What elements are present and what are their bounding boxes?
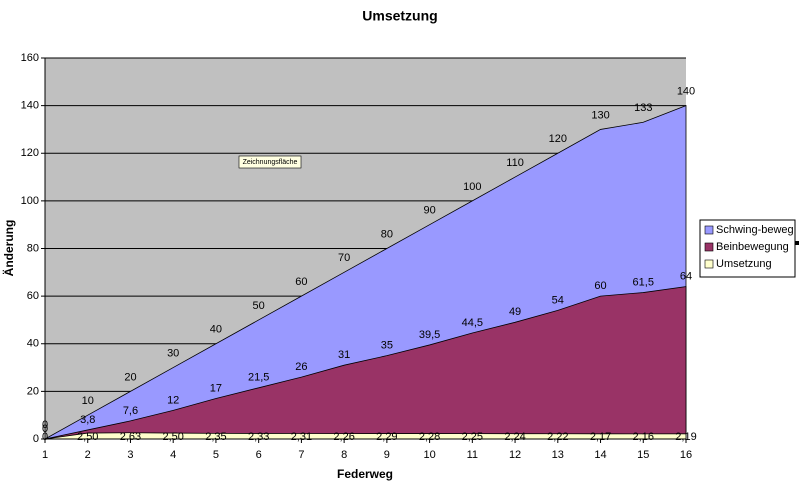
data-label: 7,6 <box>123 405 138 417</box>
data-label: 100 <box>463 181 481 193</box>
data-label: 2,50 <box>77 431 98 443</box>
legend-label: Beinbewegung <box>716 241 789 253</box>
x-tick-label: 6 <box>256 449 262 461</box>
x-tick-label: 5 <box>213 449 219 461</box>
data-label: 54 <box>552 294 564 306</box>
x-tick-label: 15 <box>637 449 649 461</box>
data-label: 140 <box>677 86 695 98</box>
x-tick-label: 10 <box>423 449 435 461</box>
data-label: 21,5 <box>248 372 269 384</box>
data-label: 120 <box>549 133 567 145</box>
data-label: 40 <box>210 324 222 336</box>
data-label: 26 <box>295 361 307 373</box>
data-label: 110 <box>506 157 524 169</box>
data-label: 2,25 <box>462 431 483 443</box>
data-label: 0 <box>42 419 48 431</box>
marker <box>795 241 799 245</box>
data-label: 64 <box>680 271 692 283</box>
y-tick-label: 100 <box>21 195 39 207</box>
data-label: 44,5 <box>462 317 483 329</box>
data-label: 0 <box>42 423 48 435</box>
data-label: 70 <box>338 252 350 264</box>
x-tick-label: 8 <box>341 449 347 461</box>
x-tick-label: 1 <box>42 449 48 461</box>
x-tick-label: 14 <box>594 449 606 461</box>
legend-swatch <box>704 242 714 252</box>
x-tick-label: 7 <box>298 449 304 461</box>
x-axis-label: Federweg <box>337 467 393 481</box>
y-tick-label: 80 <box>27 242 39 254</box>
data-label: 2,50 <box>162 431 183 443</box>
data-label: 2,31 <box>291 431 312 443</box>
data-label: 60 <box>295 276 307 288</box>
y-tick-label: 160 <box>21 52 39 64</box>
x-tick-label: 16 <box>680 449 692 461</box>
area <box>44 286 687 440</box>
data-label: 31 <box>338 349 350 361</box>
x-tick-label: 3 <box>127 449 133 461</box>
y-tick-label: 0 <box>33 433 39 445</box>
annotation-box <box>238 155 302 169</box>
data-label: 17 <box>210 382 222 394</box>
legend-swatch <box>704 259 714 269</box>
annotation: Zeichnungsfläche <box>243 159 298 166</box>
y-tick-label: 60 <box>27 290 39 302</box>
data-label: 2,35 <box>205 431 226 443</box>
data-label: 2,28 <box>419 431 440 443</box>
x-tick-label: 13 <box>552 449 564 461</box>
data-label: 30 <box>167 347 179 359</box>
data-label: 2,33 <box>248 431 269 443</box>
data-label: 2,16 <box>633 431 654 443</box>
data-label: 2,17 <box>590 431 611 443</box>
data-label: 49 <box>509 306 521 318</box>
data-label: 2,22 <box>547 431 568 443</box>
data-label: 0 <box>42 431 48 443</box>
y-axis-label: Änderung <box>1 220 16 277</box>
data-label: 2,26 <box>333 431 354 443</box>
data-label: 60 <box>594 280 606 292</box>
x-tick-label: 12 <box>509 449 521 461</box>
data-label: 35 <box>381 340 393 352</box>
x-tick-label: 2 <box>85 449 91 461</box>
data-label: 2,19 <box>675 431 696 443</box>
data-label: 2,63 <box>120 431 141 443</box>
y-tick-label: 40 <box>27 338 39 350</box>
legend-swatch <box>704 225 714 235</box>
data-label: 12 <box>167 394 179 406</box>
x-tick-label: 9 <box>384 449 390 461</box>
data-label: 3,8 <box>80 414 95 426</box>
data-label: 80 <box>381 228 393 240</box>
data-label: 61,5 <box>633 276 654 288</box>
data-label: 2,24 <box>504 431 525 443</box>
data-label: 2,29 <box>376 431 397 443</box>
data-label: 10 <box>82 395 94 407</box>
area <box>44 432 687 440</box>
chart-title: Umsetzung <box>362 8 437 24</box>
legend-label: Schwing-beweg <box>716 224 794 236</box>
data-label: 39,5 <box>419 329 440 341</box>
x-tick-label: 11 <box>467 449 478 461</box>
legend-label: Umsetzung <box>716 258 772 270</box>
data-label: 133 <box>634 102 652 114</box>
legend <box>699 219 796 278</box>
data-label: 130 <box>591 109 609 121</box>
data-label: 50 <box>253 300 265 312</box>
y-tick-label: 120 <box>21 147 39 159</box>
data-label: 90 <box>423 205 435 217</box>
data-label: 20 <box>124 371 136 383</box>
y-tick-label: 20 <box>27 385 39 397</box>
x-tick-label: 4 <box>170 449 176 461</box>
y-tick-label: 140 <box>21 100 39 112</box>
